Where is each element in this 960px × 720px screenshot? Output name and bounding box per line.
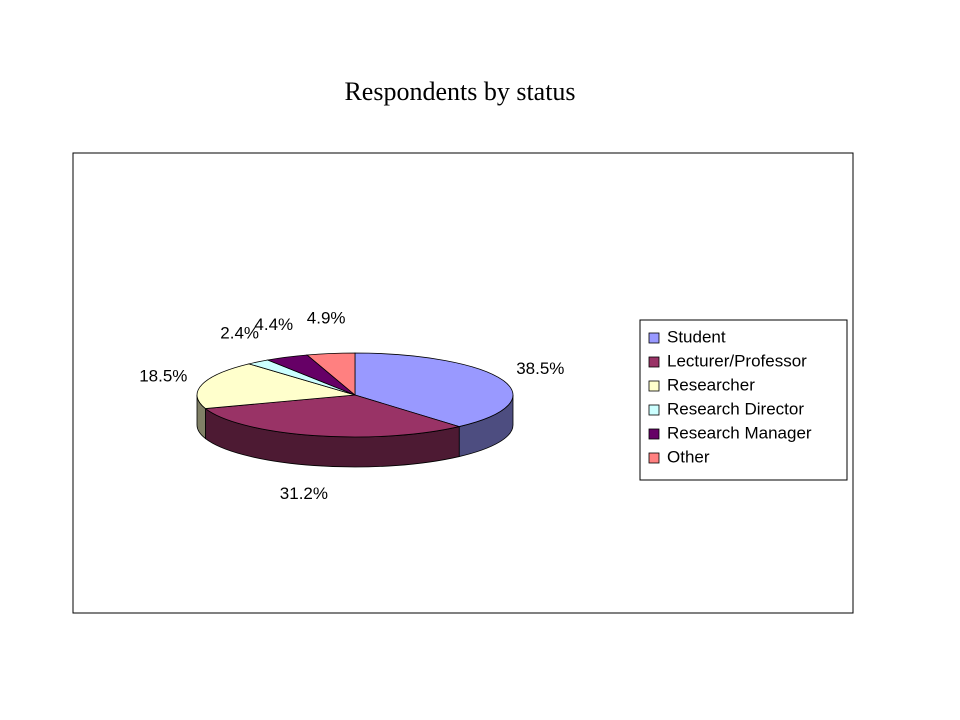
legend-box <box>639 319 848 481</box>
legend-label: Student <box>667 327 726 346</box>
legend-label: Other <box>667 447 710 466</box>
data-label: 4.9% <box>307 308 346 327</box>
legend-label: Research Director <box>667 399 804 418</box>
legend-swatch <box>648 452 660 464</box>
data-labels: 38.5% 31.2% 18.5% 2.4%4.4% 4.9% <box>139 308 564 503</box>
slice <box>204 394 461 438</box>
legend-swatch <box>648 404 660 416</box>
legend-swatch <box>648 332 660 344</box>
legend: Student Lecturer/Professor Researcher Resea… <box>639 319 848 481</box>
legend-swatch <box>648 380 660 392</box>
legend-label: Lecturer/Professor <box>667 351 807 370</box>
data-label: 18.5% <box>139 366 187 385</box>
legend-label: Researcher <box>667 375 755 394</box>
chart-title: Respondents by status <box>344 77 575 106</box>
data-label: 38.5% <box>516 359 564 378</box>
legend-swatch <box>648 428 660 440</box>
data-label: 31.2% <box>280 484 328 503</box>
slice <box>196 363 356 409</box>
data-label: 2.4% <box>220 324 259 343</box>
legend-label: Research Manager <box>667 423 812 442</box>
data-label: 4.4% <box>254 315 293 334</box>
slice <box>306 352 356 396</box>
legend-swatch <box>648 356 660 368</box>
pie-tops <box>196 352 514 438</box>
slice <box>354 352 514 427</box>
